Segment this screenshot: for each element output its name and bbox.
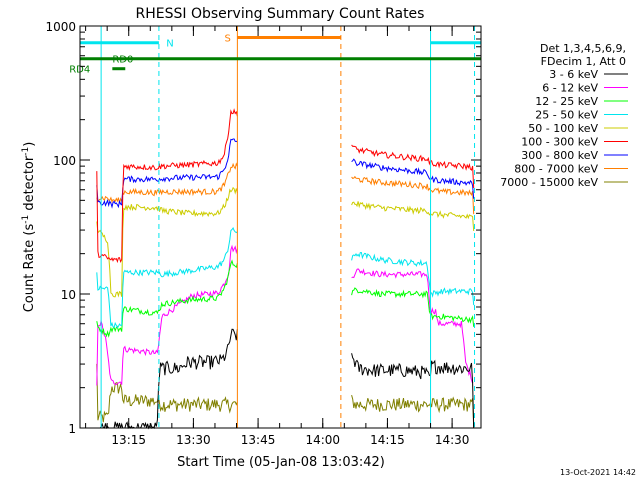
y-tick-label-1: 1 bbox=[68, 422, 76, 436]
axes: 1 10 100 1000 13:15 13:30 13:45 14:00 14:15 14:30 bbox=[45, 20, 481, 447]
y-axis-label-middle: detector bbox=[22, 155, 37, 215]
series-line-7000-15000-keV-part-2 bbox=[351, 394, 475, 428]
x-tick-label-2: 13:30 bbox=[176, 433, 211, 447]
x-axis-label: Start Time (05-Jan-08 13:03:42) bbox=[177, 455, 385, 470]
legend-item-label-8: 800 - 7000 keV bbox=[514, 163, 598, 176]
series-line-6-12-keV-part-2 bbox=[351, 268, 474, 384]
series-line-800-7000-keV-part-2 bbox=[351, 175, 475, 215]
legend-header-line-1: Det 1,3,4,5,6,9, bbox=[540, 42, 626, 55]
series-line-300-800-keV-part-1 bbox=[96, 138, 238, 209]
x-tick-label-6: 14:30 bbox=[435, 433, 470, 447]
band-rd0-label: RD0 bbox=[112, 55, 133, 66]
legend-item-label-9: 7000 - 15000 keV bbox=[500, 176, 598, 189]
y-tick-label-1000: 1000 bbox=[45, 20, 76, 34]
y-axis-label: Count Rate (s-1 detector-1) bbox=[21, 142, 37, 313]
plot-frame bbox=[79, 25, 482, 429]
legend-item-label-1: 3 - 6 keV bbox=[549, 68, 598, 81]
legend: Det 1,3,4,5,6,9,FDecim 1, Att 03 - 6 keV… bbox=[500, 42, 628, 189]
legend-item-label-3: 12 - 25 keV bbox=[535, 95, 598, 108]
series-line-50-100-keV-part-1 bbox=[96, 186, 238, 298]
series-line-12-25-keV-part-2 bbox=[351, 287, 475, 327]
legend-header-line-2: FDecim 1, Att 0 bbox=[541, 55, 626, 68]
legend-item-label-7: 300 - 800 keV bbox=[521, 149, 598, 162]
series-line-100-300-keV-part-2 bbox=[351, 144, 475, 189]
band-s-label: S bbox=[224, 34, 230, 45]
series-line-3-6-keV-part-1 bbox=[96, 328, 238, 430]
series-line-6-12-keV-part-1 bbox=[96, 244, 238, 386]
y-axis-label-main: Count Rate (s bbox=[22, 224, 37, 313]
legend-item-label-4: 25 - 50 keV bbox=[535, 109, 598, 122]
y-tick-label-10: 10 bbox=[61, 288, 76, 302]
legend-item-label-6: 100 - 300 keV bbox=[521, 136, 598, 149]
x-tick-label-4: 14:00 bbox=[305, 433, 340, 447]
chart-title: RHESSI Observing Summary Count Rates bbox=[136, 6, 425, 22]
series-line-25-50-keV-part-2 bbox=[351, 251, 475, 306]
legend-item-label-2: 6 - 12 keV bbox=[542, 82, 598, 95]
legend-item-label-5: 50 - 100 keV bbox=[528, 122, 598, 135]
series-line-800-7000-keV-part-1 bbox=[96, 162, 238, 204]
series-line-300-800-keV-part-2 bbox=[351, 158, 475, 199]
band-n-label: N bbox=[166, 39, 173, 50]
timestamp-label: 13-Oct-2021 14:42 bbox=[560, 468, 636, 477]
y-axis-label-superscript-1: -1 bbox=[21, 215, 31, 224]
y-axis-label-end: ) bbox=[22, 142, 37, 147]
series-line-12-25-keV-part-1 bbox=[96, 259, 238, 338]
x-tick-label-3: 13:45 bbox=[241, 433, 276, 447]
y-tick-label-100: 100 bbox=[53, 154, 76, 168]
x-tick-label-5: 14:15 bbox=[370, 433, 405, 447]
y-axis-label-superscript-2: -1 bbox=[21, 147, 31, 156]
series-line-100-300-keV-part-1 bbox=[96, 108, 238, 264]
x-tick-label-1: 13:15 bbox=[111, 433, 146, 447]
series-line-25-50-keV-part-1 bbox=[96, 226, 238, 329]
series-line-3-6-keV-part-2 bbox=[351, 353, 475, 427]
series-line-7000-15000-keV-part-1 bbox=[96, 363, 238, 423]
series-line-50-100-keV-part-2 bbox=[351, 201, 475, 232]
